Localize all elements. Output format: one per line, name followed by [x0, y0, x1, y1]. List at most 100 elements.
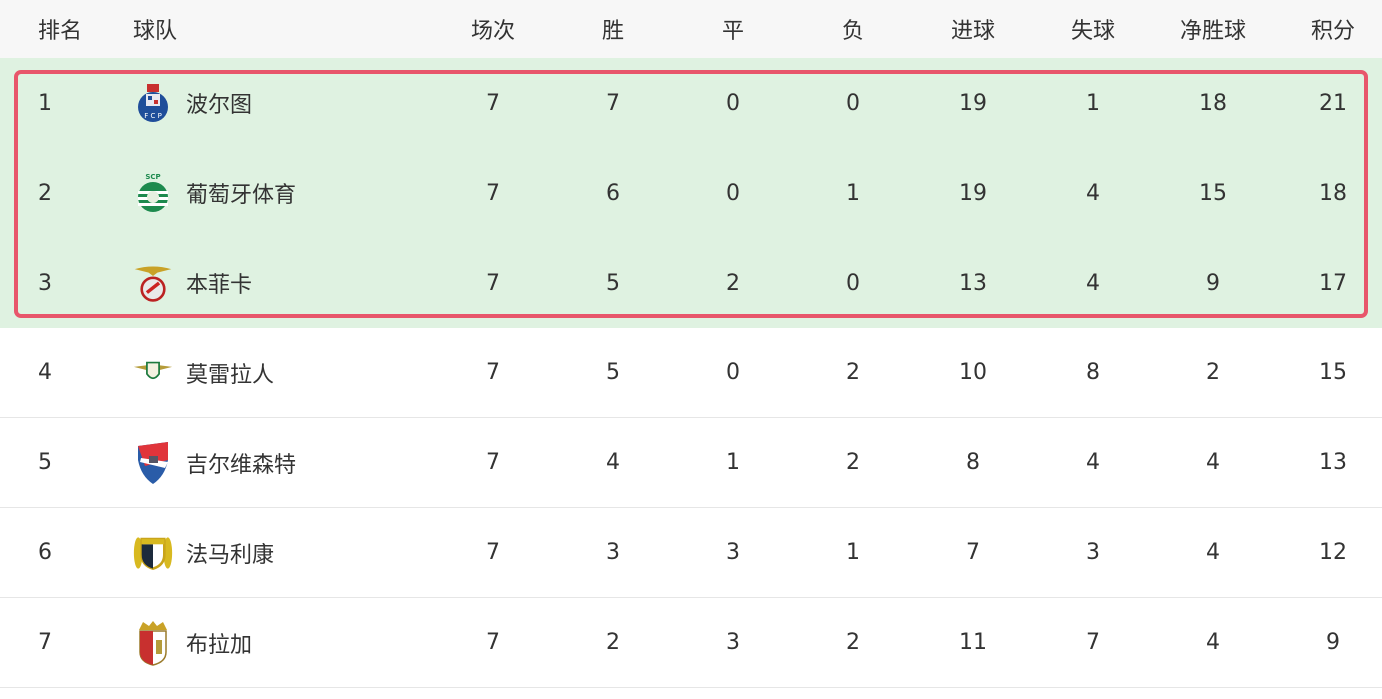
- drawn: 0: [726, 180, 740, 206]
- goals-against: 7: [1086, 630, 1100, 655]
- table-row[interactable]: 4 莫雷拉人 7 5 0 2 10 8 2 15: [0, 328, 1382, 418]
- header-points: 积分: [1310, 19, 1355, 44]
- porto-crest-icon: F C P: [133, 83, 173, 123]
- team-name[interactable]: 葡萄牙体育: [186, 183, 297, 208]
- team-name[interactable]: 波尔图: [186, 93, 253, 118]
- rank: 3: [38, 270, 52, 296]
- header-rank: 排名: [38, 19, 83, 44]
- lost: 2: [846, 630, 860, 655]
- drawn: 2: [726, 270, 740, 296]
- lost: 1: [846, 540, 860, 565]
- drawn: 1: [726, 450, 740, 475]
- won: 5: [606, 360, 620, 385]
- rank: 7: [38, 630, 52, 655]
- goals-for: 8: [966, 450, 980, 475]
- rank: 4: [38, 360, 52, 385]
- goals-against: 3: [1086, 540, 1100, 565]
- points: 13: [1319, 450, 1347, 475]
- team-cell[interactable]: SCP 葡萄牙体育: [133, 148, 296, 238]
- points: 9: [1326, 630, 1340, 655]
- won: 6: [606, 180, 620, 206]
- table-row[interactable]: 3 本菲卡 7 5 2 0 13 4 9 17: [0, 238, 1382, 328]
- header-played: 场次: [470, 19, 515, 44]
- braga-crest-icon: [133, 620, 173, 666]
- goal-diff: 2: [1206, 360, 1220, 385]
- team-cell[interactable]: 莫雷拉人: [133, 328, 274, 417]
- goal-diff: 9: [1206, 270, 1220, 296]
- rank: 2: [38, 180, 52, 206]
- goal-diff: 4: [1206, 450, 1220, 475]
- team-name[interactable]: 本菲卡: [186, 273, 253, 298]
- team-cell[interactable]: F C P 波尔图: [133, 58, 252, 148]
- points: 12: [1319, 540, 1347, 565]
- team-cell[interactable]: 法马利康: [133, 508, 274, 597]
- won: 4: [606, 450, 620, 475]
- goals-for: 11: [959, 630, 987, 655]
- rank: 1: [38, 90, 52, 116]
- won: 7: [606, 90, 620, 116]
- team-name[interactable]: 法马利康: [186, 542, 275, 568]
- header-drawn: 平: [721, 19, 744, 44]
- goals-against: 1: [1086, 90, 1100, 116]
- moreirense-crest-icon: [133, 353, 173, 393]
- points: 18: [1319, 180, 1347, 206]
- rank: 5: [38, 450, 52, 475]
- table-row[interactable]: 5 吉尔维森特 7 4 1 2 8 4 4 13: [0, 418, 1382, 508]
- played: 7: [486, 540, 500, 565]
- header-team: 球队: [133, 19, 178, 44]
- table-row[interactable]: 7 布拉加 7 2 3 2 11 7 4 9: [0, 598, 1382, 688]
- svg-text:F C P: F C P: [144, 112, 162, 120]
- points: 21: [1319, 90, 1347, 116]
- drawn: 3: [726, 540, 740, 565]
- table-row[interactable]: 6 法马利康 7 3 3 1 7 3 4 12: [0, 508, 1382, 598]
- lost: 0: [846, 90, 860, 116]
- goal-diff: 4: [1206, 630, 1220, 655]
- won: 5: [606, 270, 620, 296]
- goals-for: 19: [959, 90, 987, 116]
- rank: 6: [38, 540, 52, 565]
- header-lost: 负: [841, 19, 864, 44]
- famalicao-crest-icon: [133, 533, 173, 573]
- goals-against: 4: [1086, 180, 1100, 206]
- goals-for: 7: [966, 540, 980, 565]
- table-row[interactable]: 2 SCP 葡萄牙体育 7 6 0 1 19 4 15 18: [0, 148, 1382, 239]
- goal-diff: 18: [1199, 90, 1227, 116]
- table-row[interactable]: 1 F C P 波尔图 7 7 0 0 19 1 18 21: [0, 58, 1382, 149]
- drawn: 0: [726, 360, 740, 385]
- drawn: 0: [726, 90, 740, 116]
- lost: 2: [846, 360, 860, 385]
- goals-for: 13: [959, 270, 987, 296]
- played: 7: [486, 360, 500, 385]
- won: 3: [606, 540, 620, 565]
- played: 7: [486, 450, 500, 475]
- goals-against: 8: [1086, 360, 1100, 385]
- won: 2: [606, 630, 620, 655]
- goals-for: 10: [959, 360, 987, 385]
- lost: 0: [846, 270, 860, 296]
- team-cell[interactable]: 吉尔维森特: [133, 418, 296, 507]
- team-cell[interactable]: 本菲卡: [133, 238, 252, 328]
- header-won: 胜: [601, 19, 624, 44]
- goal-diff: 15: [1199, 180, 1227, 206]
- played: 7: [486, 90, 500, 116]
- played: 7: [486, 180, 500, 206]
- header-goals-for: 进球: [950, 19, 995, 44]
- team-name[interactable]: 布拉加: [186, 632, 253, 658]
- header-goal-diff: 净胜球: [1179, 19, 1246, 44]
- goals-against: 4: [1086, 450, 1100, 475]
- played: 7: [486, 630, 500, 655]
- lost: 2: [846, 450, 860, 475]
- played: 7: [486, 270, 500, 296]
- team-name[interactable]: 吉尔维森特: [186, 452, 297, 478]
- team-name[interactable]: 莫雷拉人: [186, 362, 275, 388]
- team-cell[interactable]: 布拉加: [133, 598, 252, 687]
- goal-diff: 4: [1206, 540, 1220, 565]
- points: 15: [1319, 360, 1347, 385]
- header-goals-against: 失球: [1070, 19, 1115, 44]
- sporting-crest-icon: SCP: [133, 173, 173, 213]
- benfica-crest-icon: [133, 263, 173, 303]
- lost: 1: [846, 180, 860, 206]
- svg-text:SCP: SCP: [145, 173, 160, 181]
- goals-against: 4: [1086, 270, 1100, 296]
- goals-for: 19: [959, 180, 987, 206]
